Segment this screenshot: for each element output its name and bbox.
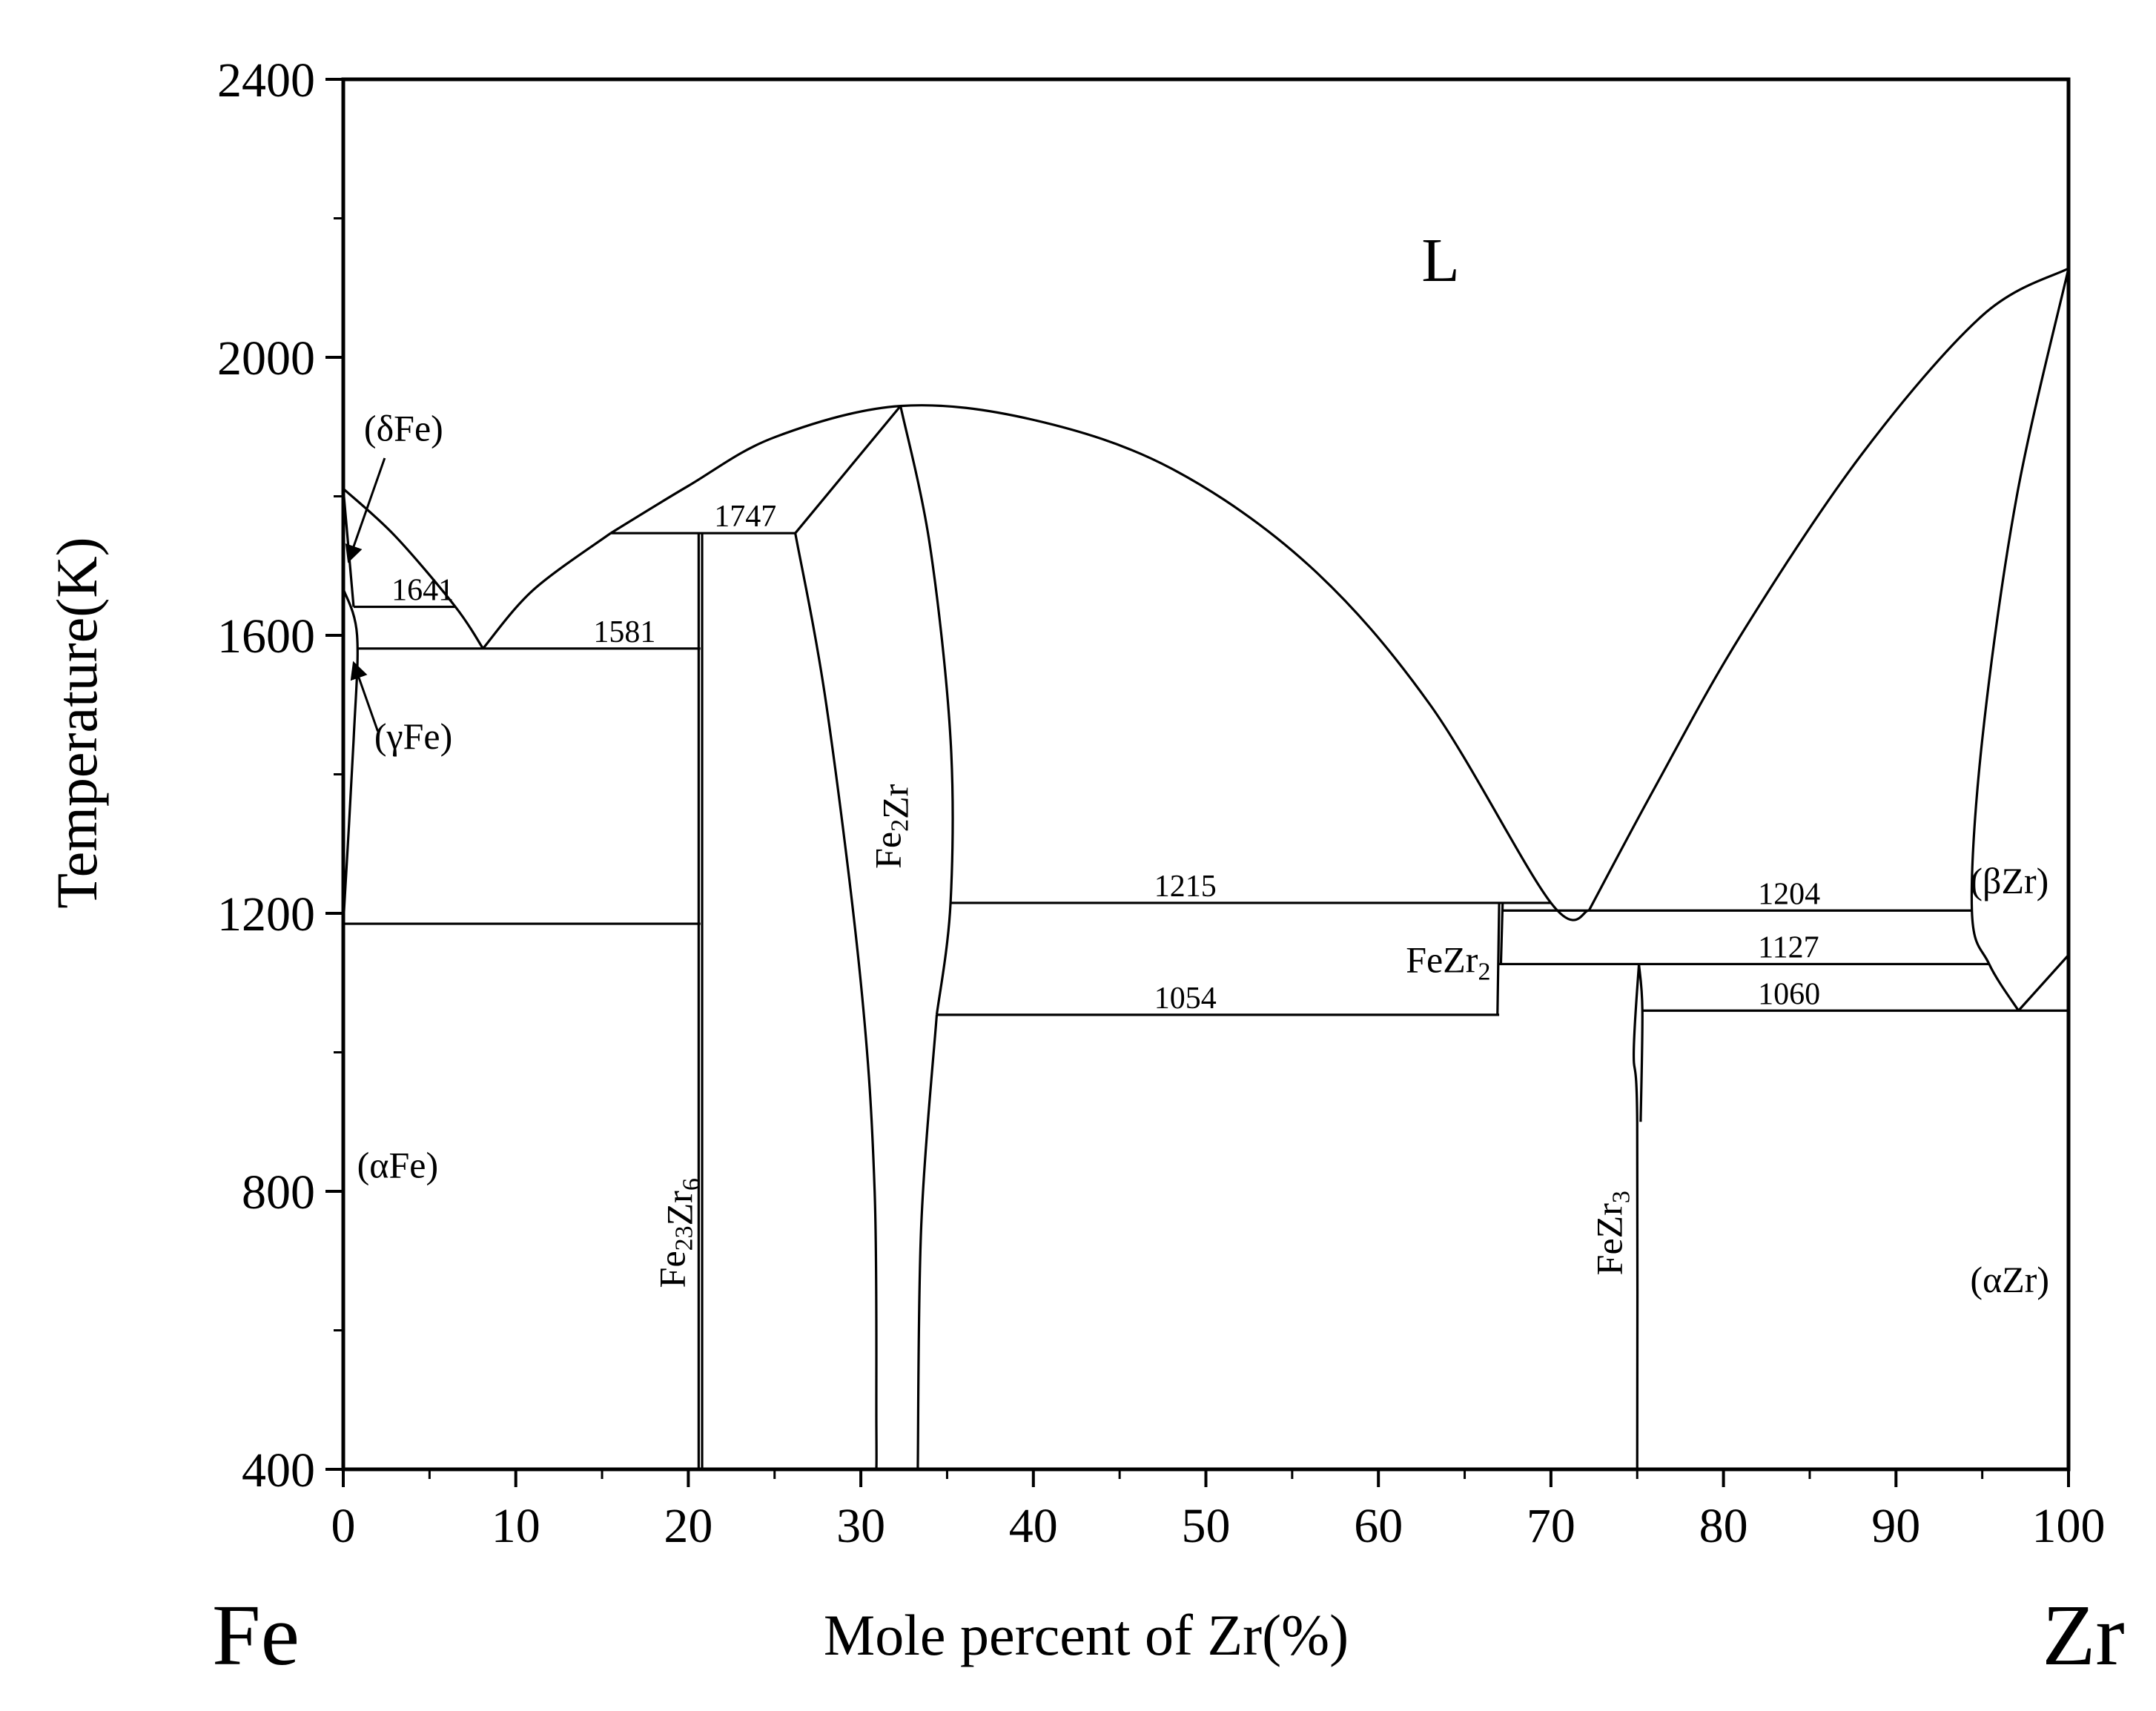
y-axis-title: Temperature(K) bbox=[44, 537, 109, 908]
x-tick-label: 20 bbox=[664, 1499, 712, 1553]
x-tick-label: 60 bbox=[1354, 1499, 1403, 1553]
compound-label-fe2zr: Fe2Zr bbox=[867, 784, 916, 869]
x-tick-label: 0 bbox=[331, 1499, 356, 1553]
x-tick-label: 90 bbox=[1871, 1499, 1920, 1553]
phase-label-alpha-fe: (αFe) bbox=[357, 1144, 438, 1185]
invariant-label-1204: 1204 bbox=[1758, 877, 1820, 911]
invariant-label-1215: 1215 bbox=[1154, 870, 1217, 904]
annotation-arrow bbox=[350, 661, 379, 732]
right-element-label: Zr bbox=[2042, 1586, 2124, 1684]
y-tick-label: 1600 bbox=[217, 609, 315, 663]
boundary-fe2zr-right-solvus bbox=[916, 1014, 939, 1470]
invariant-label-1747: 1747 bbox=[714, 500, 776, 534]
boundary-fezr3-left bbox=[1632, 964, 1641, 1470]
boundary-fe2zr-left-solvus bbox=[794, 532, 878, 1470]
invariant-lines bbox=[343, 532, 2069, 1016]
y-tick-label: 2000 bbox=[217, 331, 315, 385]
compound-label-fe23zr6: Fe23Zr6 bbox=[652, 1178, 706, 1288]
phase-label-alpha-zr: (αZr) bbox=[1970, 1259, 2049, 1300]
phase-label-gamma-fe: (γFe) bbox=[374, 715, 452, 757]
boundary-liquidus-fe-side bbox=[342, 488, 484, 649]
diagram-labels: 1747 1641 1581 1215 1204 1127 1060 1054 L (δFe) (γ… bbox=[345, 226, 2049, 1300]
y-tick-label: 400 bbox=[242, 1443, 315, 1497]
phase-label-beta-zr: (βZr) bbox=[1970, 860, 2048, 901]
boundary-liquidus-zr-side bbox=[1587, 267, 2069, 912]
boundary-liquidus-fe23zr6 bbox=[482, 532, 612, 649]
x-tick-label: 100 bbox=[2032, 1499, 2106, 1553]
invariant-label-1127: 1127 bbox=[1758, 930, 1819, 964]
boundary-gamma-loop bbox=[342, 588, 359, 924]
left-element-label: Fe bbox=[212, 1586, 300, 1684]
boundary-fe2zr-left bbox=[794, 405, 902, 535]
annotation-arrow bbox=[345, 457, 386, 563]
boundary-solidus-beta-zr bbox=[1970, 268, 2070, 1012]
boundary-liquidus-fe2zr-dome bbox=[609, 404, 1590, 921]
boundary-beta-zr-solvus-right bbox=[2017, 954, 2070, 1012]
x-axis-title: Mole percent of Zr(%) bbox=[824, 1603, 1349, 1667]
invariant-label-1641: 1641 bbox=[391, 574, 454, 608]
x-tick-label: 10 bbox=[492, 1499, 540, 1553]
phase-label-liquid: L bbox=[1421, 226, 1459, 295]
x-tick-label: 70 bbox=[1527, 1499, 1575, 1553]
y-tick-label: 800 bbox=[242, 1165, 315, 1219]
invariant-label-1581: 1581 bbox=[593, 615, 655, 649]
y-tick-label: 1200 bbox=[217, 887, 315, 941]
x-tick-label: 50 bbox=[1182, 1499, 1231, 1553]
compound-label-fezr3: FeZr3 bbox=[1588, 1191, 1635, 1275]
boundary-fezr3-right bbox=[1637, 964, 1644, 1122]
boundary-fezr2-left bbox=[1496, 902, 1501, 1015]
x-tick-label: 30 bbox=[836, 1499, 885, 1553]
invariant-label-1060: 1060 bbox=[1758, 977, 1820, 1011]
phase-label-delta-fe: (δFe) bbox=[364, 408, 443, 449]
axis-ticks: 0 10 20 30 40 50 60 70 80 90 100 400 800 1200 1600 2000… bbox=[217, 53, 2106, 1553]
x-tick-label: 40 bbox=[1009, 1499, 1058, 1553]
boundary-fezr2-right bbox=[1499, 902, 1504, 964]
y-tick-label: 2400 bbox=[217, 53, 315, 107]
plot-frame bbox=[341, 77, 2071, 1472]
invariant-label-1054: 1054 bbox=[1154, 982, 1217, 1016]
x-tick-label: 80 bbox=[1699, 1499, 1748, 1553]
boundary-fe2zr-right bbox=[899, 406, 954, 1016]
compound-label-fezr2: FeZr2 bbox=[1406, 939, 1490, 986]
